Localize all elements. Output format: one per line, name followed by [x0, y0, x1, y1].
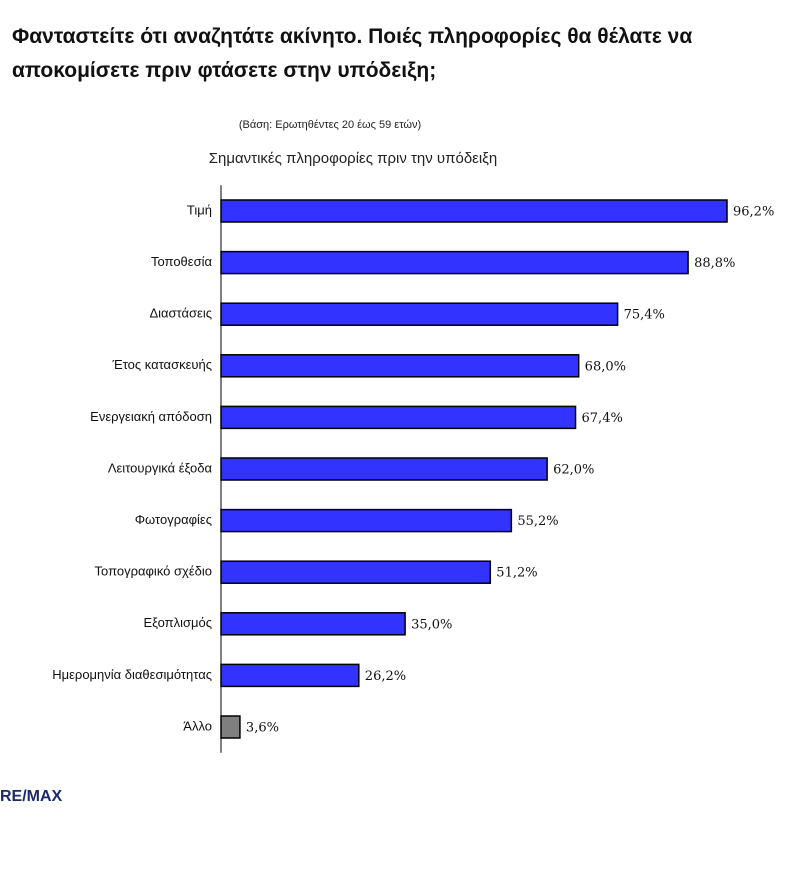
bar	[220, 405, 577, 430]
value-label: 62,0%	[553, 463, 594, 478]
category-label: Τοπογραφικό σχέδιο	[95, 564, 212, 579]
value-label: 3,6%	[246, 721, 279, 736]
category-label: Τιμή	[187, 202, 212, 217]
value-label: 75,4%	[624, 308, 665, 323]
bar	[220, 715, 241, 739]
bar	[220, 560, 492, 584]
value-label: 51,2%	[496, 566, 537, 581]
chart-subtitle: Σημαντικές πληροφορίες πριν την υπόδειξη	[209, 150, 498, 167]
base-note: (Βάση: Ερωτηθέντες 20 έως 59 ετών)	[239, 119, 421, 131]
bar	[220, 302, 619, 326]
category-label: Ενεργειακή απόδοση	[90, 409, 212, 424]
value-label: 67,4%	[582, 411, 623, 426]
brand: RE/MAX	[0, 788, 63, 805]
category-label: Ημερομηνία διαθεσιμότητας	[52, 667, 212, 682]
category-label: Διαστάσεις	[149, 306, 212, 321]
category-label: Εξοπλισμός	[143, 615, 212, 630]
value-label: 35,0%	[411, 617, 452, 632]
category-label: Φωτογραφίες	[135, 512, 212, 527]
bar	[220, 508, 513, 533]
bar	[220, 457, 548, 481]
chart-title: Φανταστείτε ότι αναζητάτε ακίνητο. Ποιές…	[12, 25, 693, 82]
value-label: 26,2%	[365, 669, 406, 684]
value-label: 96,2%	[733, 205, 774, 220]
value-label: 68,0%	[585, 359, 626, 374]
value-label: 88,8%	[694, 256, 735, 271]
bar	[220, 612, 406, 636]
bar	[220, 354, 580, 378]
category-label: Τοποθεσία	[151, 254, 213, 269]
bar	[220, 250, 689, 275]
category-label: Έτος κατασκευής	[112, 357, 213, 372]
category-label: Άλλο	[183, 718, 212, 733]
category-label: Λειτουργικά έξοδα	[108, 460, 213, 475]
value-label: 55,2%	[517, 514, 558, 529]
bar	[220, 199, 728, 223]
bar	[220, 663, 360, 688]
